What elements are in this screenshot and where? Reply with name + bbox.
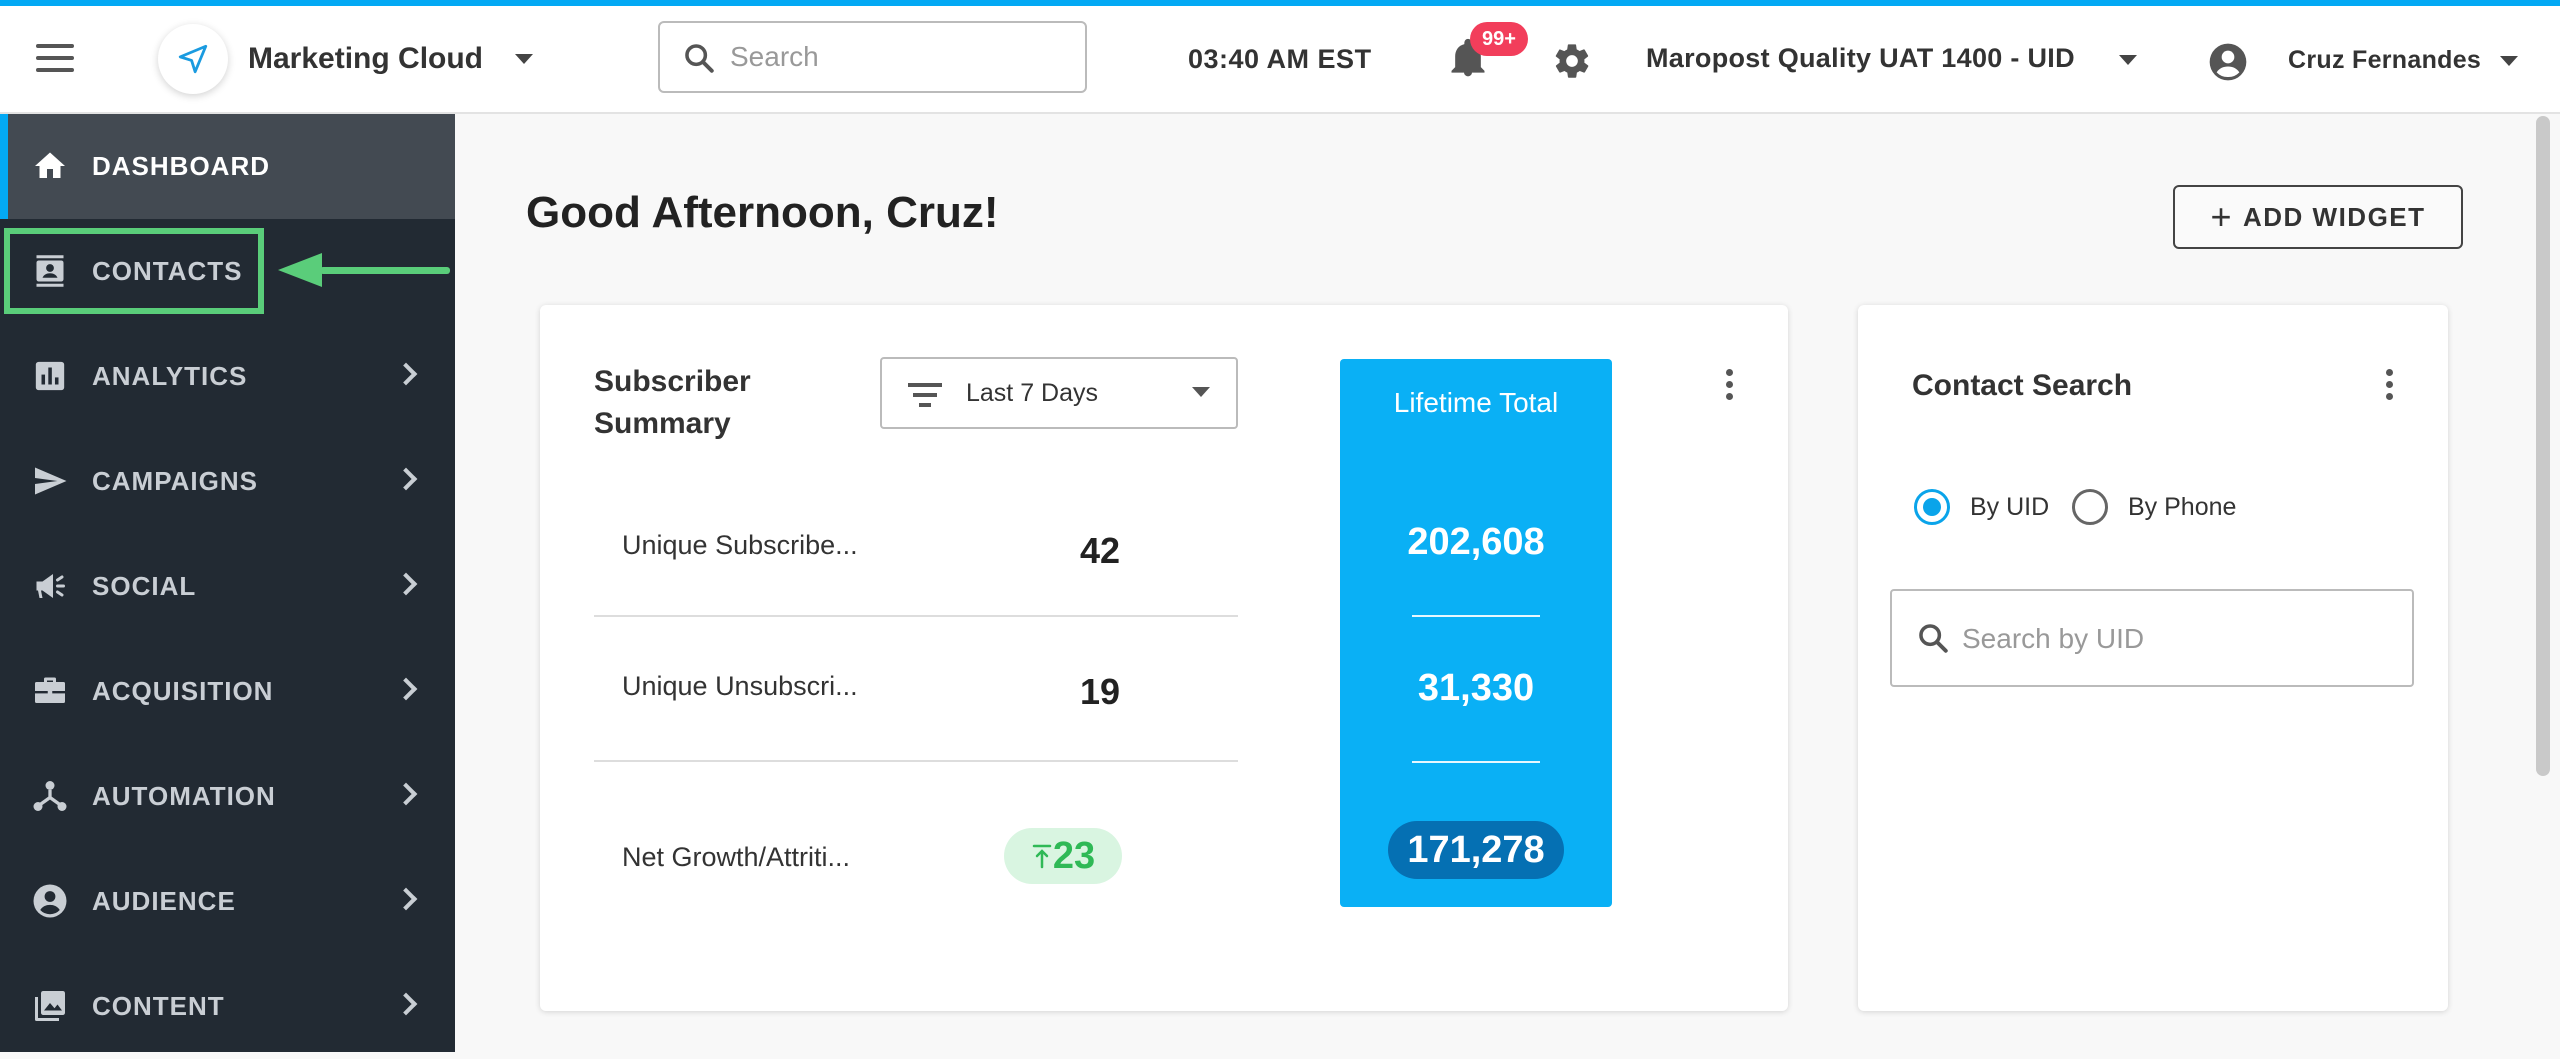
top-accent-strip: [0, 0, 2560, 6]
annotation-arrow-head-icon: [278, 253, 322, 287]
home-icon: [30, 146, 70, 186]
chevron-right-icon: [394, 782, 418, 806]
subscriber-summary-card: Subscriber Summary Last 7 Days Unique Su…: [540, 305, 1788, 1011]
sidebar-item-label: AUDIENCE: [92, 886, 236, 916]
contact-search-card: Contact Search By UID By Phone: [1858, 305, 2448, 1011]
sidebar-item-label: CAMPAIGNS: [92, 466, 258, 496]
annotation-arrow-line: [320, 267, 450, 274]
lifetime-divider: [1412, 761, 1540, 763]
sidebar-item-automation[interactable]: AUTOMATION: [0, 744, 455, 849]
summary-row-net-growth: Net Growth/Attriti... 23: [594, 762, 1238, 907]
clock-time: 03:40 AM EST: [1188, 44, 1372, 74]
user-avatar-icon[interactable]: [2208, 42, 2248, 87]
summary-row-label: Unique Unsubscri...: [622, 671, 858, 701]
lifetime-total-net: 171,278: [1388, 821, 1564, 879]
net-growth-value: 23: [1052, 834, 1096, 877]
sidebar: DASHBOARD CONTACTS ANALYTICS CAMPAIGNS S…: [0, 114, 455, 1052]
account-dropdown-caret-icon[interactable]: [2119, 55, 2137, 65]
contact-search-title: Contact Search: [1912, 369, 2133, 402]
sidebar-item-label: ACQUISITION: [92, 676, 274, 706]
radio-label: By UID: [1970, 492, 2050, 521]
arrow-up-icon: [1032, 844, 1052, 869]
sidebar-item-label: AUTOMATION: [92, 781, 276, 811]
chevron-right-icon: [394, 572, 418, 596]
radio-by-phone[interactable]: By Phone: [2072, 489, 2236, 525]
analytics-icon: [30, 356, 70, 396]
lifetime-total-panel: Lifetime Total 202,608 31,330 171,278: [1340, 359, 1612, 907]
person-circle-icon: [30, 881, 70, 921]
sidebar-item-analytics[interactable]: ANALYTICS: [0, 324, 455, 429]
sidebar-item-audience[interactable]: AUDIENCE: [0, 849, 455, 954]
lifetime-divider: [1412, 615, 1540, 617]
user-dropdown-caret-icon[interactable]: [2500, 56, 2518, 66]
lifetime-total-title: Lifetime Total: [1393, 387, 1559, 418]
top-header: Marketing Cloud 03:40 AM EST 99+ Maropos…: [0, 6, 2560, 114]
lifetime-total-subscribed: 202,608: [1407, 521, 1545, 563]
brand-dropdown-caret-icon[interactable]: [515, 54, 533, 64]
sidebar-item-label: CONTENT: [92, 991, 225, 1021]
radio-unselected-icon[interactable]: [2072, 489, 2108, 525]
sidebar-item-label: DASHBOARD: [92, 151, 270, 181]
chevron-right-icon: [394, 677, 418, 701]
subscriber-summary-title: Subscriber Summary: [594, 365, 751, 440]
filter-label: Last 7 Days: [966, 379, 1099, 407]
hamburger-menu-icon[interactable]: [36, 44, 74, 72]
card-menu-kebab-icon[interactable]: [2386, 369, 2394, 405]
summary-row-unsubscribed: Unique Unsubscri... 19: [594, 617, 1238, 762]
add-widget-button[interactable]: + ADD WIDGET: [2173, 185, 2463, 249]
megaphone-icon: [30, 566, 70, 606]
chevron-right-icon: [394, 467, 418, 491]
sidebar-item-label: CONTACTS: [92, 256, 243, 286]
filter-caret-icon: [1192, 387, 1210, 397]
summary-row-label: Net Growth/Attriti...: [622, 842, 851, 872]
sidebar-item-campaigns[interactable]: CAMPAIGNS: [0, 429, 455, 534]
summary-row-subscribed: Unique Subscribe... 42: [594, 472, 1238, 617]
notification-badge[interactable]: 99+: [1470, 22, 1528, 56]
sidebar-item-acquisition[interactable]: ACQUISITION: [0, 639, 455, 744]
global-search[interactable]: [658, 21, 1087, 93]
summary-row-value: 42: [1079, 530, 1120, 571]
card-menu-kebab-icon[interactable]: [1726, 369, 1734, 405]
chevron-right-icon: [394, 992, 418, 1016]
uid-search-field[interactable]: [1890, 589, 2414, 687]
summary-row-value: 19: [1079, 671, 1120, 712]
lifetime-total-unsubscribed: 31,330: [1417, 667, 1535, 709]
sidebar-item-contacts[interactable]: CONTACTS: [0, 219, 455, 324]
contacts-highlight-box: [4, 228, 264, 314]
radio-selected-icon[interactable]: [1914, 489, 1950, 525]
radio-by-uid[interactable]: By UID: [1914, 489, 2049, 525]
image-gallery-icon: [30, 986, 70, 1026]
add-widget-label: ADD WIDGET: [2242, 201, 2426, 232]
date-range-filter[interactable]: Last 7 Days: [880, 357, 1238, 429]
sidebar-item-social[interactable]: SOCIAL: [0, 534, 455, 639]
gear-icon[interactable]: [1552, 41, 1592, 86]
sidebar-item-label: ANALYTICS: [92, 361, 248, 391]
send-icon: [30, 461, 70, 501]
brand-name[interactable]: Marketing Cloud: [248, 42, 484, 75]
sidebar-item-content[interactable]: CONTENT: [0, 954, 455, 1059]
chevron-right-icon: [394, 887, 418, 911]
uid-search-input[interactable]: [1962, 619, 2392, 659]
plus-icon: +: [2210, 196, 2233, 237]
page-scrollbar[interactable]: [2536, 116, 2550, 776]
filter-icon: [908, 383, 942, 413]
radio-label: By Phone: [2128, 492, 2237, 521]
search-icon: [1916, 621, 1950, 660]
summary-row-label: Unique Subscribe...: [622, 530, 858, 560]
sidebar-item-dashboard[interactable]: DASHBOARD: [0, 114, 455, 219]
user-name[interactable]: Cruz Fernandes: [2288, 46, 2482, 74]
brand-logo-icon[interactable]: [158, 24, 228, 94]
briefcase-icon: [30, 671, 70, 711]
search-icon: [682, 41, 716, 80]
net-growth-badge: 23: [1004, 828, 1122, 884]
workflow-icon: [30, 776, 70, 816]
sidebar-item-label: SOCIAL: [92, 571, 197, 601]
search-input[interactable]: [730, 37, 1070, 77]
contacts-icon: [30, 251, 70, 291]
chevron-right-icon: [394, 362, 418, 386]
page-greeting: Good Afternoon, Cruz!: [526, 188, 999, 237]
account-selector[interactable]: Maropost Quality UAT 1400 - UID: [1646, 43, 2075, 73]
